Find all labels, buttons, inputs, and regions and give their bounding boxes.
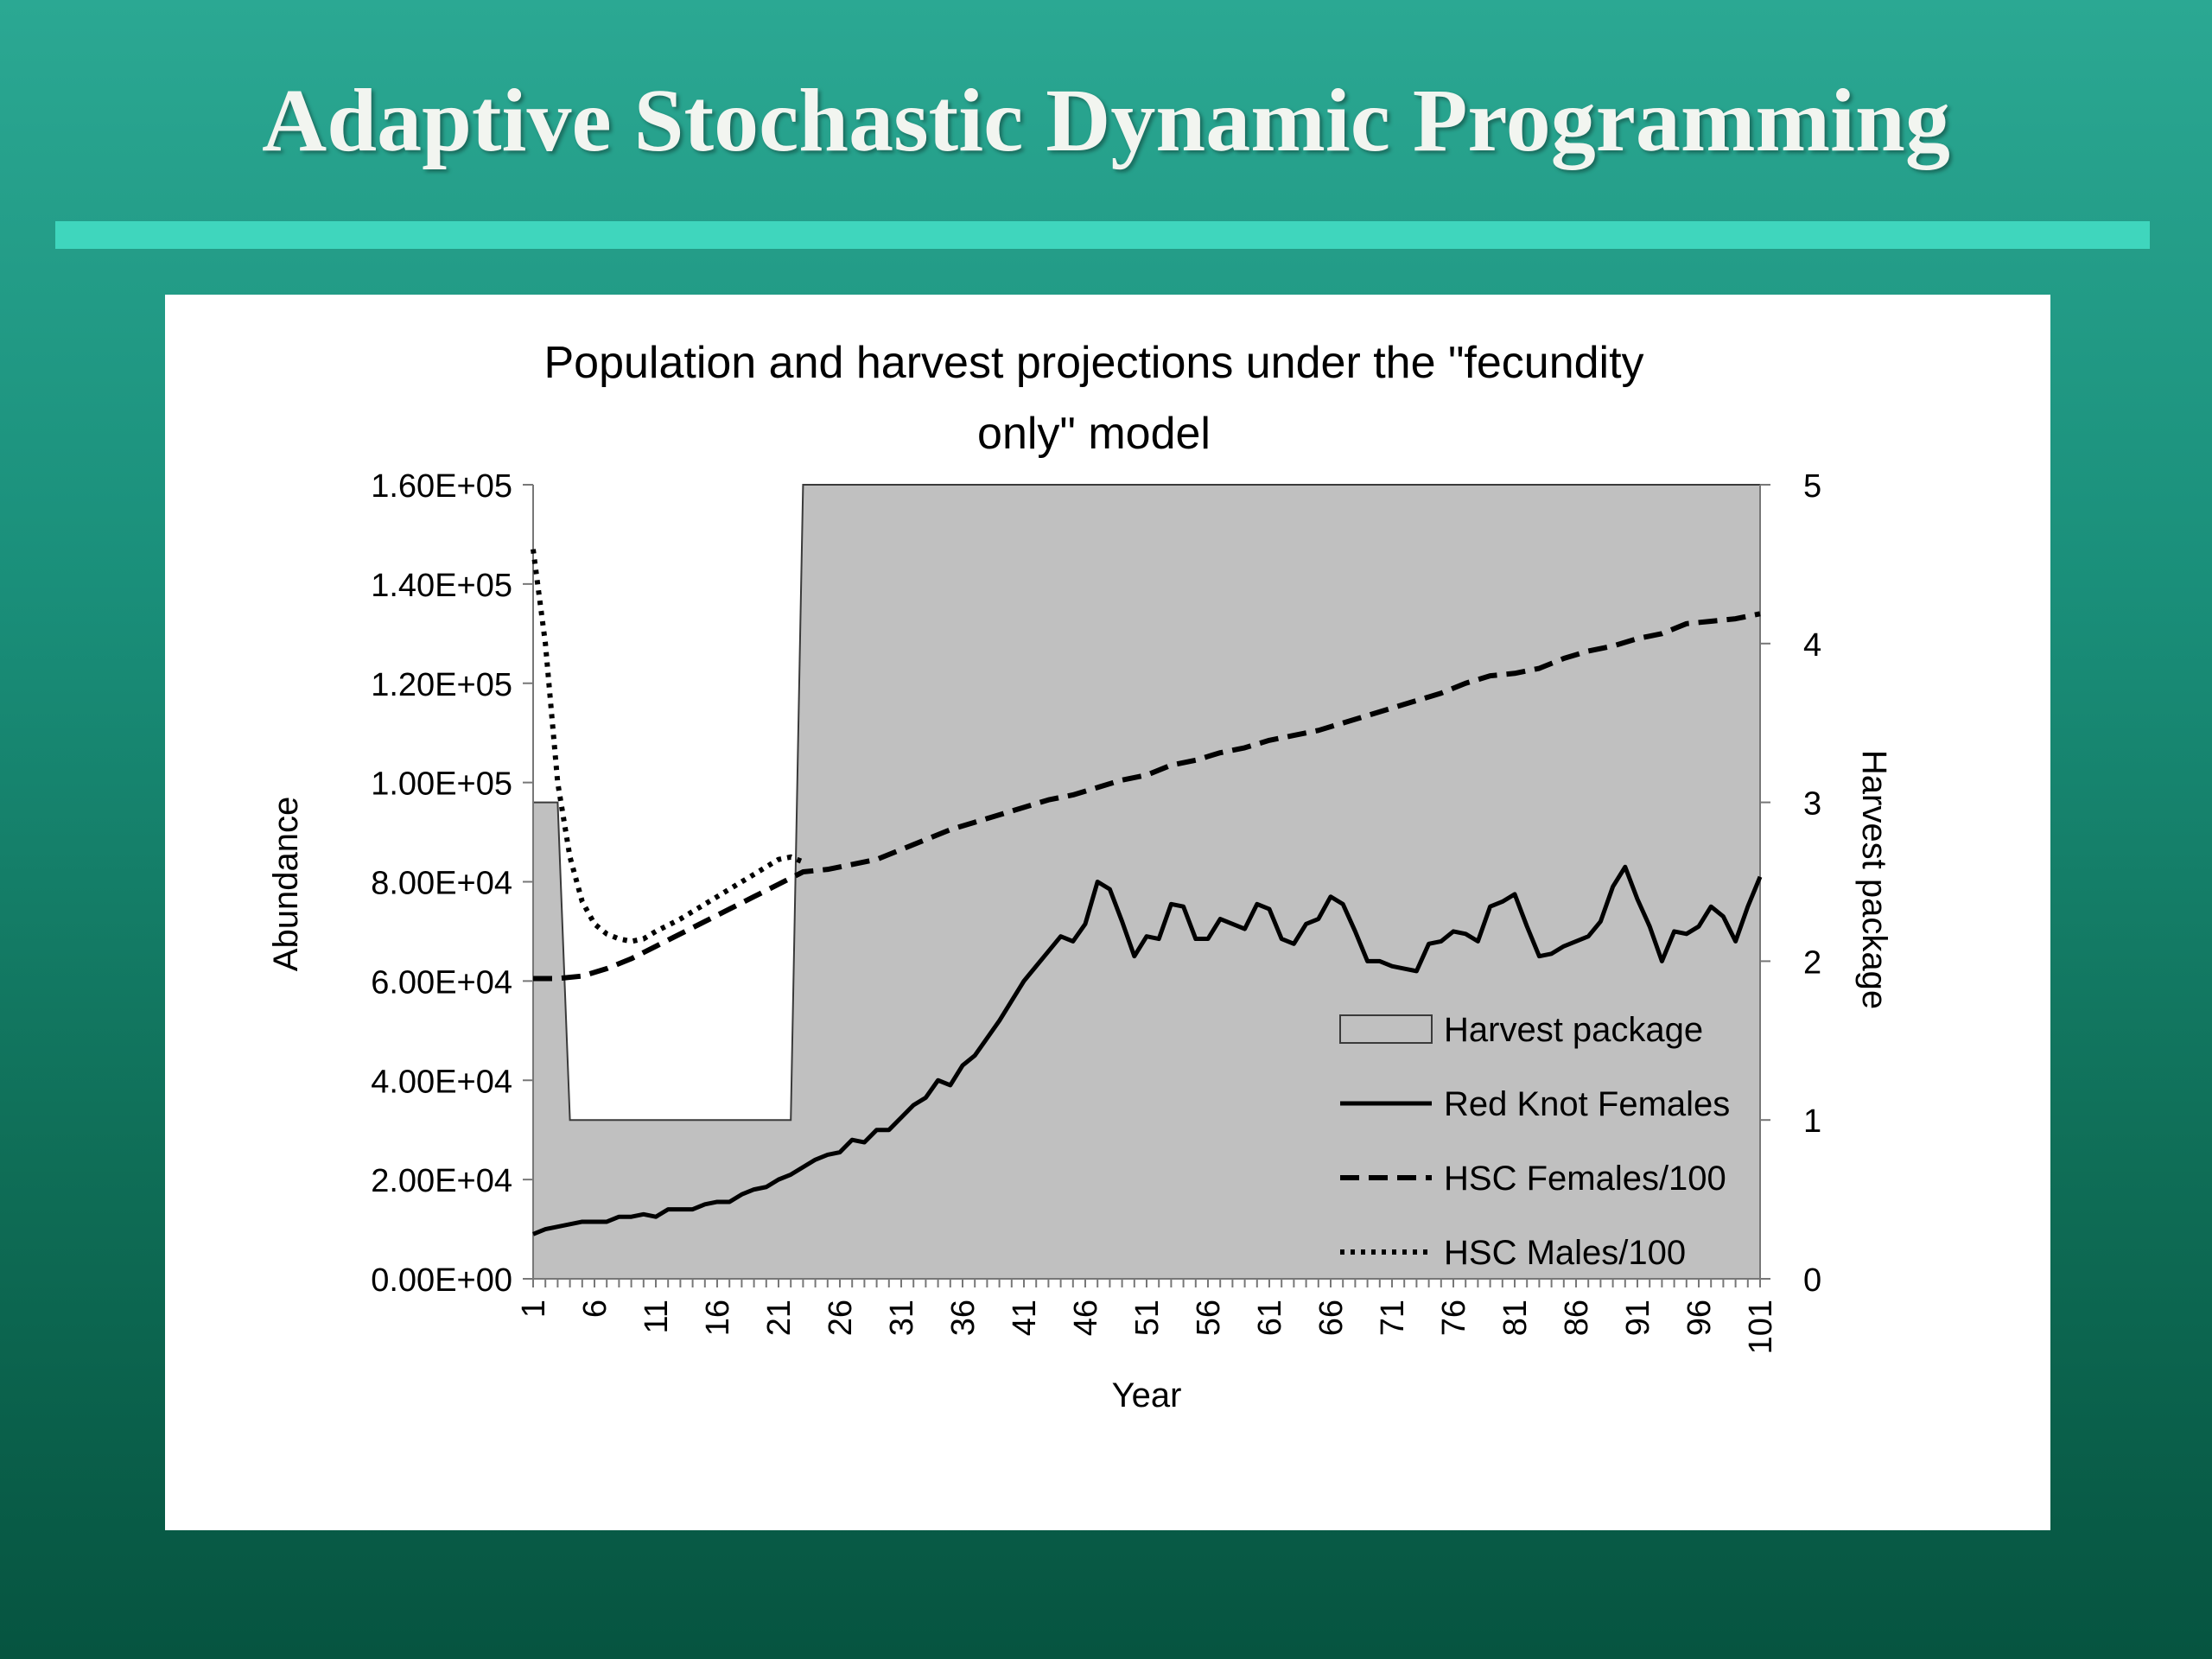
y2-tick-label: 3 [1803,786,1821,823]
title-underline [55,221,2150,249]
x-tick-label: 6 [577,1300,613,1318]
y2-axis-label: Harvest package [1855,750,1893,1009]
y-tick-label: 6.00E+04 [371,964,512,1001]
x-tick-label: 51 [1129,1300,1166,1336]
x-axis-label: Year [1112,1376,1182,1414]
x-tick-label: 41 [1007,1300,1043,1336]
x-tick-label: 76 [1436,1300,1472,1336]
x-tick-label: 56 [1191,1300,1227,1336]
chart-title-line-1: Population and harvest projections under… [543,338,1643,388]
y-tick-label: 2.00E+04 [371,1163,512,1199]
legend-label-hsc-females-100: HSC Females/100 [1444,1160,1726,1198]
y-tick-label: 1.20E+05 [371,667,512,703]
legend-label-hsc-males-100: HSC Males/100 [1444,1234,1686,1272]
y2-tick-label: 5 [1803,468,1821,505]
x-tick-label: 31 [884,1300,920,1336]
y-tick-label: 4.00E+04 [371,1064,512,1100]
y2-tick-label: 2 [1803,944,1821,981]
y2-tick-label: 4 [1803,627,1821,664]
y-tick-label: 1.00E+05 [371,766,512,803]
y-tick-label: 0.00E+00 [371,1262,512,1299]
y2-tick-label: 0 [1803,1262,1821,1299]
x-tick-label: 26 [823,1300,859,1336]
x-tick-label: 91 [1620,1300,1656,1336]
y-tick-label: 1.60E+05 [371,468,512,505]
x-tick-label: 81 [1497,1300,1534,1336]
legend-swatch-harvest-package [1339,1014,1433,1044]
series-hsc-males-100 [531,549,804,944]
x-tick-label: 101 [1743,1300,1779,1354]
y-axis-label: Abundance [267,797,305,971]
x-tick-label: 21 [761,1300,798,1336]
legend-label-red-knot-females: Red Knot Females [1444,1085,1730,1123]
series-red-knot-females [532,864,1763,1236]
chart-title-line-2: only" model [977,409,1211,459]
x-tick-label: 66 [1313,1300,1350,1336]
x-tick-label: 71 [1375,1300,1411,1336]
x-tick-label: 16 [700,1300,736,1336]
y2-tick-label: 1 [1803,1103,1821,1140]
x-tick-label: 86 [1559,1300,1595,1336]
x-tick-label: 46 [1068,1300,1104,1336]
chart-panel: 1 6 11 16 21 26 31 36 41 46 51 56 61 66 71 76 81 86 91 96 10… [165,295,2050,1530]
population-harvest-chart: 1 6 11 16 21 26 31 36 41 46 51 56 61 66 71 76 81 86 91 96 10… [267,338,1893,1414]
x-tick-label: 1 [516,1300,552,1318]
legend-label-harvest-package: Harvest package [1444,1011,1703,1049]
x-tick-label: 96 [1681,1300,1718,1336]
y-tick-label: 8.00E+04 [371,866,512,902]
slide-title: Adaptive Stochastic Dynamic Programming [262,71,1950,170]
y-tick-label: 1.40E+05 [371,568,512,604]
x-tick-label: 11 [639,1300,675,1333]
x-tick-label: 61 [1252,1300,1288,1336]
x-tick-label: 36 [945,1300,982,1336]
